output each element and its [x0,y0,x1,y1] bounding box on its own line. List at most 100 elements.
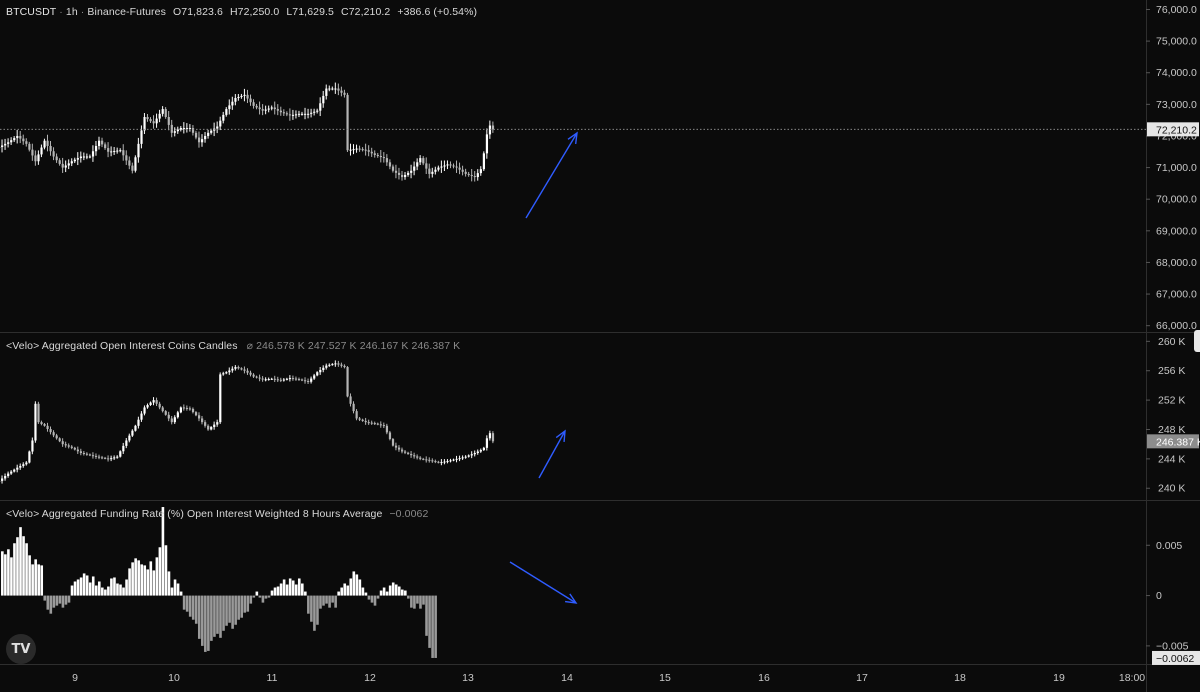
funding-bar [237,595,240,620]
funding-bar [297,578,301,596]
price-candle-body [219,120,222,127]
oi-candle-body [440,462,443,464]
funding-indicator-title[interactable]: <Velo> Aggregated Funding Rate (%) Open … [6,508,383,520]
oi-candle-body [379,424,382,426]
funding-bar [161,507,165,596]
price-annotation-arrow [525,132,578,219]
funding-bar [404,590,407,596]
funding-ytick-label: −0.005 [1156,640,1189,652]
funding-bar [343,583,347,596]
oi-open-value: 246.578 K [256,340,305,352]
oi-candle-body [104,457,107,459]
price-candle-body [419,158,422,163]
symbol-label[interactable]: BTCUSDT [6,6,57,18]
price-candle-body [113,150,116,152]
funding-bar [194,595,198,624]
funding-bar [425,595,428,636]
oi-indicator-title[interactable]: <Velo> Aggregated Open Interest Coins Ca… [6,340,238,352]
oi-candle-body [131,430,134,436]
funding-bar [22,536,25,596]
funding-bar [25,543,28,596]
funding-bar [34,559,37,596]
oi-candle-body [255,376,258,378]
price-candle-body [137,143,140,158]
funding-bar [291,580,295,596]
funding-bar [400,589,404,596]
price-candle-body [482,153,485,170]
price-candle-body [237,96,240,99]
oi-candle-body [452,459,455,461]
price-candle-body [179,128,182,130]
oi-candle-body [234,367,237,369]
funding-legend: <Velo> Aggregated Funding Rate (%) Open … [6,508,428,520]
oi-candle-body [343,365,346,368]
funding-bar [355,574,359,596]
funding-bar [110,578,113,596]
price-candle-body [43,140,46,148]
funding-bar [288,578,292,596]
funding-bar [258,595,262,598]
funding-bar [334,595,337,608]
oi-candle-body [152,400,155,403]
funding-bar [204,595,207,652]
oi-candle-body [431,460,434,462]
time-axis-label: 16 [758,672,770,684]
price-candle-body [207,132,210,136]
price-candle-body [382,157,386,159]
price-candle-body [70,161,73,164]
price-ytick-label: 69,000.0 [1156,225,1197,237]
oi-candle-body [449,460,452,462]
funding-bar [176,583,180,596]
oi-candle-body [210,427,213,430]
panel-collapse-handle[interactable] [1194,330,1200,352]
price-candle-body [325,88,328,96]
oi-candle-body [16,467,19,470]
oi-candle-body [194,412,198,416]
oi-candle-body [161,407,164,412]
price-candle-body [167,116,170,125]
oi-candle-body [310,378,313,382]
funding-bar [413,595,416,609]
price-ytick-label: 73,000.0 [1156,99,1197,111]
funding-bar [379,590,383,596]
funding-bar [346,585,350,596]
price-candle-body [28,143,31,150]
price-candle-body [358,148,361,150]
funding-last-value-label: −0.0062 [1156,653,1194,665]
price-candle-body [152,121,155,124]
oi-candle-body [137,419,140,426]
funding-bar [322,595,325,606]
price-candle-body [234,98,237,102]
oi-candle-body [37,403,40,423]
price-candle-body [373,153,376,155]
funding-bar [82,573,86,596]
funding-bar [310,595,313,622]
logo-text: TV [11,641,31,657]
price-candle-body [407,172,410,175]
price-ytick-label: 75,000.0 [1156,36,1197,48]
price-candle-body [434,169,437,172]
funding-bar [85,575,89,596]
price-candle-body [349,149,352,151]
oi-candle-body [355,411,358,419]
price-candle-body [361,149,364,151]
funding-bar [4,554,7,596]
oi-candle-body [61,441,64,445]
price-candle-body [391,166,395,171]
time-axis-label: 18:00 [1119,672,1145,684]
last-price-label: 72,210.2 [1156,124,1197,136]
interval-label[interactable]: 1h [65,6,78,18]
oi-candle-body [491,433,495,442]
oi-candle-body [416,456,419,458]
funding-bar [128,568,131,596]
price-candle-body [228,105,231,110]
price-candle-body [101,140,104,145]
funding-ytick-label: 0.005 [1156,540,1182,552]
oi-candle-body [313,375,316,379]
funding-annotation-arrow-head [565,593,578,604]
tradingview-logo[interactable]: TV [6,634,36,664]
oi-candle-body [482,447,485,451]
time-axis-label: 19 [1053,672,1065,684]
